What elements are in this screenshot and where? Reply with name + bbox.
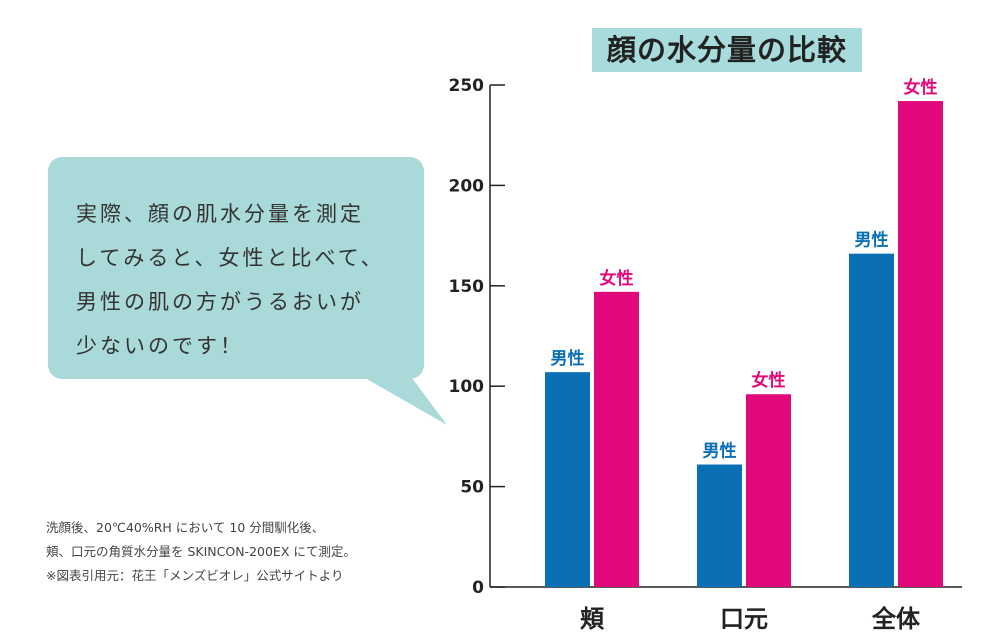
speech-bubble [48,157,424,379]
speech-line: 少ないのです！ [76,334,244,358]
bar-female [898,101,943,588]
footnote-line: 頬、口元の角質水分量を SKINCON-200EX にて測定。 [46,544,356,559]
y-tick-label: 100 [449,377,485,397]
x-category-label: 口元 [720,605,768,633]
bar-male [545,372,590,587]
footnote-line: ※図表引用元：花王「メンズビオレ」公式サイトより [46,568,344,583]
speech-line: 実際、顔の肌水分量を測定 [76,202,364,226]
x-category-label: 全体 [871,605,921,633]
bar-label-male: 男性 [551,348,585,369]
bar-male [849,253,894,587]
y-tick-label: 50 [460,478,484,498]
bar-female [594,291,639,587]
footnote: 洗顔後、20℃40%RH において 10 分間馴化後、 頬、口元の角質水分量を … [46,516,456,588]
bar-male [697,464,742,587]
speech-line: してみると、女性と比べて、 [76,246,385,270]
speech-text: 実際、顔の肌水分量を測定 してみると、女性と比べて、 男性の肌の方がうるおいが … [76,192,416,368]
bar-label-female: 女性 [752,370,786,391]
bar-label-female: 女性 [600,268,634,289]
y-tick-label: 250 [449,76,485,96]
bar-label-male: 男性 [855,230,889,251]
speech-line: 男性の肌の方がうるおいが [76,290,364,314]
bar-female [746,394,791,587]
x-category-label: 頬 [580,605,605,633]
y-tick-label: 200 [449,176,485,196]
footnote-line: 洗顔後、20℃40%RH において 10 分間馴化後、 [46,520,325,535]
bar-label-female: 女性 [904,77,938,98]
chart-title: 顔の水分量の比較 [592,28,862,72]
y-tick-label: 0 [472,578,484,598]
bar-label-male: 男性 [703,441,737,462]
y-tick-label: 150 [449,277,485,297]
